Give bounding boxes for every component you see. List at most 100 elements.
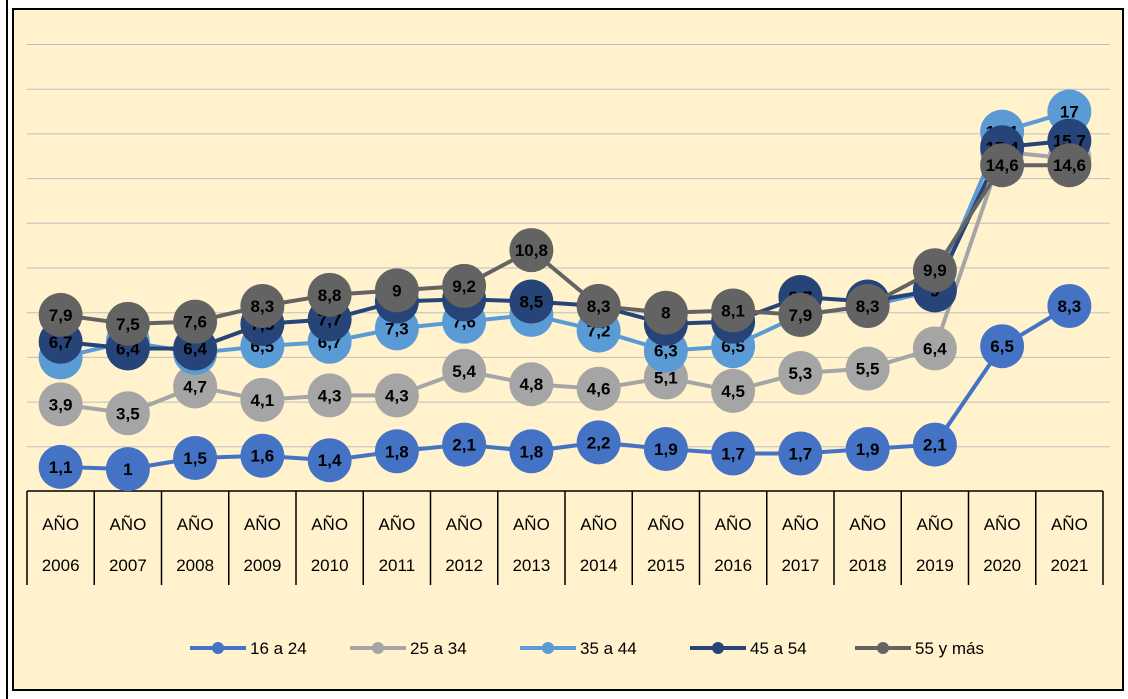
data-point [240,377,285,422]
data-label: 8,5 [520,293,544,312]
data-label: 1,9 [654,440,678,459]
data-point [778,351,823,396]
data-label: 8,1 [721,301,745,320]
data-label: 3,9 [49,395,73,414]
x-tick-label: 2018 [849,556,887,575]
data-label: 17 [1060,103,1079,122]
data-label: 14,6 [1053,156,1086,175]
data-label: 8,3 [251,297,275,316]
x-tick-label: 2015 [647,556,685,575]
data-point [105,301,150,346]
legend-marker [542,642,554,654]
x-tick-label: AÑO [311,515,348,534]
legend-marker [212,642,224,654]
data-point [307,438,352,483]
legend-marker [372,642,384,654]
x-tick-label: 2010 [311,556,349,575]
data-point [576,420,621,465]
data-point [643,427,688,472]
data-label: 14,6 [986,156,1019,175]
data-label: 7,3 [385,319,409,338]
x-tick-label: AÑO [916,515,953,534]
data-point [576,283,621,328]
data-label: 1,4 [318,451,342,470]
data-point [38,444,83,489]
data-point [980,143,1025,188]
data-label: 2,2 [587,433,611,452]
data-label: 4,3 [385,386,409,405]
data-point [778,292,823,337]
data-label: 1,1 [49,458,73,477]
data-point [38,382,83,427]
legend-marker [712,642,724,654]
series-55-y-más: 7,9 7,5 7,6 8,3 8,8 9 9,2 10,8 8,3 8 8,1 7,9 8,3 9,9 1… [38,143,1092,346]
data-label: 5,5 [856,360,880,379]
data-label: 2,1 [923,436,947,455]
legend-label: 35 a 44 [580,639,637,658]
data-label: 5,1 [654,369,678,388]
x-tick-label: 2012 [445,556,483,575]
x-tick-label: AÑO [177,515,214,534]
data-label: 8 [661,304,670,323]
legend-marker [877,642,889,654]
x-tick-label: AÑO [446,515,483,534]
x-tick-label: 2021 [1050,556,1088,575]
x-tick-label: AÑO [984,515,1021,534]
legend-label: 16 a 24 [250,639,307,658]
data-point [173,435,218,480]
data-point [173,299,218,344]
data-label: 4,5 [721,382,745,401]
data-label: 3,5 [116,404,140,423]
data-label: 8,8 [318,286,342,305]
legend-item: 45 a 54 [690,639,807,658]
data-point [442,263,487,308]
data-point [509,429,554,474]
series-lines: 1,1 1 1,5 1,6 1,4 1,8 2,1 1,8 2,2 1,9 1,7 1,7 1,9 2,1… [38,89,1092,492]
data-label: 4,8 [520,375,544,394]
data-label: 6,3 [654,342,678,361]
data-point [173,364,218,409]
series-line [60,149,1070,416]
data-point [912,248,957,293]
series-line [60,138,1070,351]
data-point [1047,283,1092,328]
data-label: 4,6 [587,380,611,399]
x-tick-label: 2014 [580,556,618,575]
x-tick-label: 2008 [176,556,214,575]
data-label: 7,9 [49,306,73,325]
data-point [307,373,352,418]
data-label: 8,3 [1058,297,1082,316]
data-point [845,283,890,328]
data-label: 4,1 [251,391,275,410]
legend-label: 25 a 34 [410,639,467,658]
data-point [442,348,487,393]
data-point [442,422,487,467]
x-tick-label: AÑO [109,515,146,534]
legend-label: 55 y más [915,639,984,658]
x-tick-label: 2006 [42,556,80,575]
x-tick-label: 2011 [379,556,416,575]
data-point [509,362,554,407]
data-point [374,429,419,474]
data-point [576,366,621,411]
data-point [374,268,419,313]
data-label: 6,5 [990,337,1014,356]
series-line [60,163,1070,326]
data-point [240,283,285,328]
data-label: 1,5 [183,449,207,468]
x-tick-label: 2013 [512,556,550,575]
data-label: 1,8 [385,442,409,461]
data-label: 9 [392,281,401,300]
data-point [845,427,890,472]
data-point [711,288,756,333]
data-point [711,431,756,476]
legend-label: 45 a 54 [750,639,807,658]
data-label: 6,4 [183,339,207,358]
x-tick-label: AÑO [580,515,617,534]
data-label: 7,9 [789,306,813,325]
data-label: 7,6 [183,313,207,332]
data-point [845,346,890,391]
data-point [1047,143,1092,188]
data-point [509,279,554,324]
